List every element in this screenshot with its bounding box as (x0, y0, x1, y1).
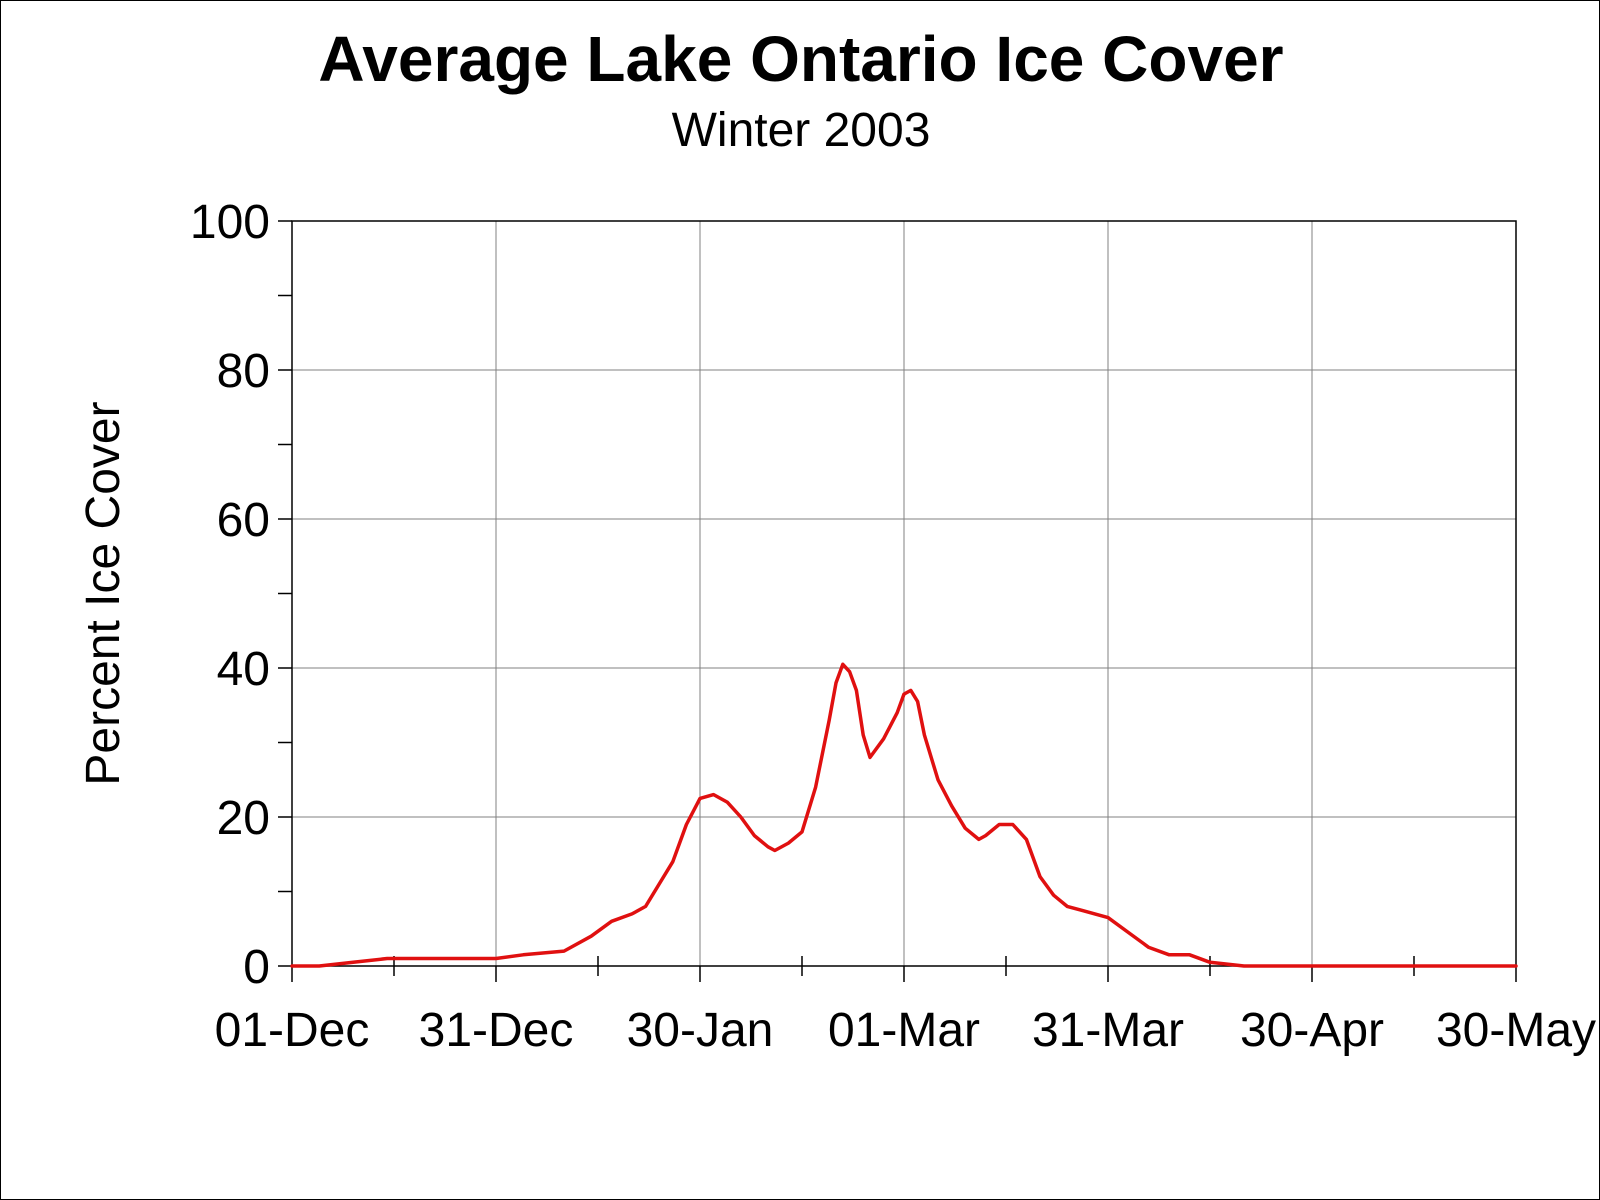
x-tick-label: 30-May (1436, 1004, 1596, 1057)
y-axis: 0 20 40 60 80 100 (190, 196, 292, 994)
chart-subtitle: Winter 2003 (672, 104, 931, 157)
y-tick-label: 40 (217, 643, 270, 696)
x-tick-label: 31-Mar (1032, 1004, 1184, 1057)
y-tick-label: 20 (217, 792, 270, 845)
x-tick-label: 01-Dec (215, 1004, 370, 1057)
chart-title: Average Lake Ontario Ice Cover (318, 23, 1283, 95)
y-tick-label: 0 (243, 941, 270, 994)
x-tick-label: 30-Jan (627, 1004, 774, 1057)
y-tick-label: 60 (217, 494, 270, 547)
series-line-ice-cover (290, 662, 1518, 968)
y-tick-label: 100 (190, 196, 270, 249)
x-tick-label: 31-Dec (419, 1004, 574, 1057)
x-axis: 01-Dec 31-Dec 30-Jan 01-Mar 31-Mar 30-Apr 30-M… (215, 956, 1596, 1057)
grid (291, 220, 1517, 967)
x-tick-label: 01-Mar (828, 1004, 980, 1057)
x-tick-label: 30-Apr (1240, 1004, 1384, 1057)
y-tick-label: 80 (217, 345, 270, 398)
y-axis-label: Percent Ice Cover (77, 401, 130, 785)
